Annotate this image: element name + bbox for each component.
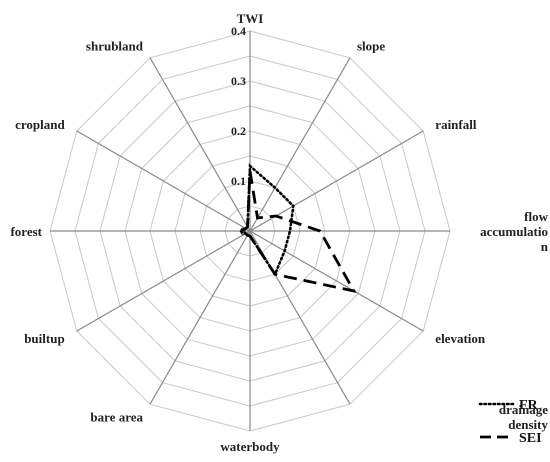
- category-label-line: builtup: [24, 331, 64, 346]
- category-label-line: bare area: [90, 409, 143, 424]
- category-label-line: waterbody: [220, 439, 280, 454]
- category-label-drainage-density: drainage density: [499, 402, 549, 432]
- category-label-TWI: TWI: [237, 11, 264, 26]
- category-label-bare-area: bare area: [90, 409, 143, 424]
- category-label-cropland: cropland: [15, 117, 65, 132]
- spoke-line: [149, 57, 251, 232]
- category-label-line: density: [508, 417, 548, 432]
- category-label-line: forest: [10, 224, 42, 239]
- tick-label: 0.2: [231, 124, 246, 138]
- category-label-waterbody: waterbody: [220, 439, 280, 454]
- legend-label-fr: FR: [519, 398, 539, 413]
- tick-label: 0.3: [231, 74, 246, 88]
- category-label-rainfall: rainfall: [435, 117, 477, 132]
- series-sei-line: [240, 170, 357, 294]
- category-label-line: n: [541, 239, 549, 254]
- category-label-line: flow: [524, 209, 548, 224]
- spoke-line: [249, 57, 351, 232]
- category-label-forest: forest: [10, 224, 42, 239]
- category-label-elevation: elevation: [435, 331, 486, 346]
- series-layer: [236, 163, 357, 294]
- spoke-line: [76, 130, 251, 232]
- category-label-flow-accumulation: flow accumulatio n: [480, 209, 549, 254]
- spoke-line: [249, 130, 424, 232]
- category-label-slope: slope: [357, 39, 385, 54]
- category-label-line: shrubland: [86, 39, 144, 54]
- legend-label-sei: SEI: [519, 431, 542, 446]
- category-label-line: drainage: [499, 402, 548, 417]
- category-label-line: TWI: [237, 11, 264, 26]
- legend: FR SEI: [478, 398, 542, 446]
- category-label-line: slope: [357, 39, 385, 54]
- category-label-builtup: builtup: [24, 331, 64, 346]
- spoke-line: [249, 230, 351, 405]
- category-label-layer: TWI slope rainfall flow accumulatio n elevatio…: [10, 11, 548, 454]
- category-label-line: accumulatio: [480, 224, 548, 239]
- tick-label-layer: 00.10.20.30.4: [231, 24, 246, 238]
- spoke-layer: [50, 31, 450, 431]
- spoke-line: [149, 230, 251, 405]
- category-label-shrubland: shrubland: [86, 39, 144, 54]
- spoke-line: [249, 230, 424, 332]
- category-label-line: cropland: [15, 117, 65, 132]
- category-label-line: elevation: [435, 331, 486, 346]
- tick-label: 0.4: [231, 24, 246, 38]
- tick-label: 0.1: [231, 174, 246, 188]
- spoke-line: [76, 230, 251, 332]
- category-label-line: rainfall: [435, 117, 477, 132]
